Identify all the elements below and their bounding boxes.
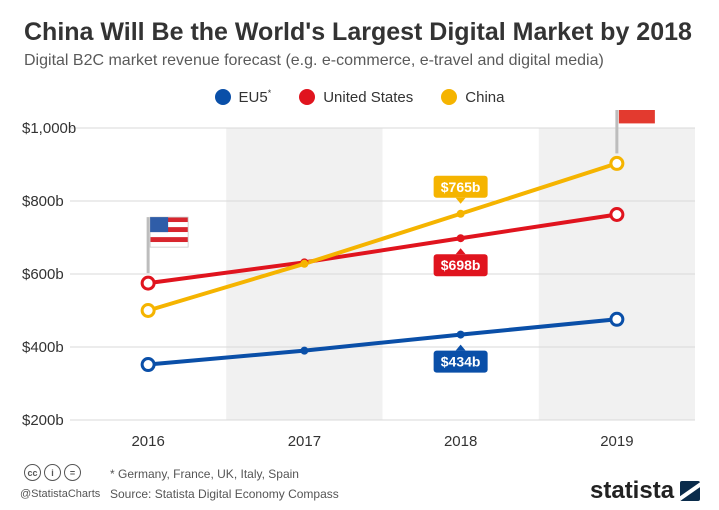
legend-label-china: China [465,88,505,106]
data-point-china [140,303,156,318]
statista-wordmark: statista [590,477,675,504]
legend-dot-eu5 [214,89,231,105]
statista-logo[interactable]: statista [590,477,701,505]
y-tick-label: $600b [22,266,64,283]
y-tick-label: $400b [22,339,64,356]
x-tick-label: 2017 [288,433,321,450]
source-note: Source: Statista Digital Economy Compass [110,487,339,501]
data-point-united-states [140,275,156,291]
twitter-handle[interactable]: @StatistaCharts [20,488,101,500]
legend-dot-china [441,89,458,105]
us-flag-icon [146,216,189,274]
no-derivatives-icon: = [64,464,81,481]
y-tick-label: $200b [22,412,64,429]
data-point-china [300,259,309,268]
creative-commons-icon: cc [24,464,41,481]
y-tick-label: $1,000b [22,120,76,137]
legend-dot-united-states [299,89,316,105]
data-point-united-states [456,234,465,243]
series-line-united-states [147,212,618,286]
data-label-pointer [455,344,466,351]
data-label-eu5: $434b [433,344,488,373]
series-line-china [147,161,618,313]
chart-subtitle: Digital B2C market revenue forecast (e.g… [24,52,604,69]
data-point-china [609,155,625,171]
data-point-china [456,209,465,218]
flag-canton [150,217,169,233]
data-label-box [433,175,488,198]
data-point-eu5 [456,330,465,339]
data-label-box [433,350,488,373]
license-icons: cc i = [24,464,81,481]
data-label-box [433,254,488,277]
legend-item-china: China [441,88,504,106]
legend-item-eu5: EU5* [214,88,272,106]
data-label-text: $698b [441,257,481,273]
legend-label-eu5: EU5* [238,88,272,106]
data-point-eu5 [609,311,625,327]
legend-item-united-states: United States [299,88,413,106]
footnote: * Germany, France, UK, Italy, Spain [110,467,299,481]
data-label-pointer [455,197,466,204]
series-line-eu5 [147,317,618,367]
data-label-text: $434b [441,354,481,370]
line-chart: $1,000b $800b $600b $400b $200b 2016 2017 2018 2… [22,110,695,450]
flag-star: ★ [626,110,636,112]
flag-stripe [150,217,189,223]
legend: EU5* United States China [0,88,719,106]
flag-stripe [150,222,189,228]
x-tick-label: 2016 [131,433,164,450]
china-flag-icon: ★ [615,110,655,154]
x-tick-label: 2019 [600,433,633,450]
chart-title: China Will Be the World's Largest Digita… [24,18,692,46]
flag-stripe [150,237,189,243]
x-tick-label: 2018 [444,433,477,450]
data-label-pointer [455,248,466,255]
data-point-eu5 [300,346,309,355]
flag-stripe [150,242,189,248]
statista-logo-icon [680,481,701,501]
data-label-china: $765b [433,175,488,204]
data-point-united-states [609,207,625,223]
legend-label-united-states: United States [323,88,414,106]
attribution-icon: i [44,464,61,481]
data-label-united-states: $698b [433,248,488,277]
data-point-eu5 [140,357,156,373]
flag-stripe [150,232,189,238]
data-label-text: $765b [441,179,481,195]
flag-stripe [150,227,189,233]
flag-field [618,110,655,124]
y-tick-label: $800b [22,193,64,210]
